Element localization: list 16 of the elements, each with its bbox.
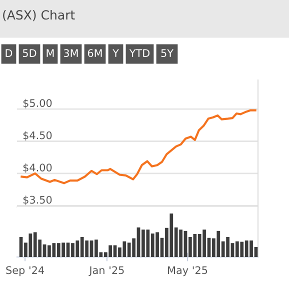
text: 5Y [161, 49, 174, 58]
text: 3M [64, 49, 78, 58]
x-tick-label: May '25 [168, 266, 208, 276]
x-tick-label: Jan '25 [88, 266, 124, 276]
y-tick-label: $4.50 [23, 131, 52, 141]
text: 6M [88, 49, 102, 58]
text: YTD [129, 49, 150, 57]
text: M [46, 49, 54, 57]
y-tick-label: $5.00 [23, 98, 52, 108]
y-tick-label: $3.50 [23, 196, 52, 206]
x-tick-label: Sep '24 [6, 266, 44, 276]
text: Y [112, 49, 119, 57]
chart-title: (ASX) Chart [3, 10, 75, 22]
y-tick-label: $4.00 [23, 163, 52, 173]
text: D [6, 49, 12, 57]
text: 5D [22, 49, 36, 58]
